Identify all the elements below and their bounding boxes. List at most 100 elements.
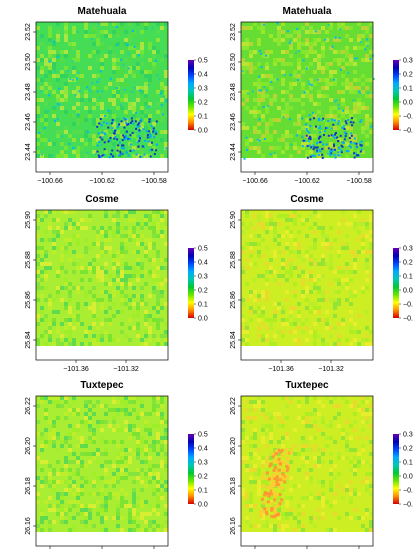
y-tick-label: 23.52 [230,23,237,41]
colorbar-tick-label: −0.2 [403,316,413,323]
y-tick-label: 26.20 [230,437,237,455]
panel-1: Matehuala −100.66 −100.62 −100.58 23.44 23.46… [25,6,208,185]
y-tick-label: 23.44 [25,143,32,161]
y-tick-label: 26.16 [230,517,237,535]
colorbar-tick-label: 0.1 [403,460,413,467]
y-tick-label: 25.88 [230,251,237,269]
colorbar-tick-label: 0.4 [198,72,208,79]
colorbar-tick-label: 0.1 [403,86,413,93]
y-tick-label: 25.86 [230,291,237,309]
x-tick-label: −101.32 [113,366,139,373]
x-tick-label: −101.32 [318,366,344,373]
colorbar-tick-label: 0.1 [198,302,208,309]
y-tick-label: 26.22 [25,397,32,415]
y-tick-label: 26.18 [230,477,237,495]
colorbar-tick-label: 0.1 [403,274,413,281]
y-tick-label: 23.52 [25,23,32,41]
y-tick-label: 25.90 [230,211,237,229]
x-tick-label: −100.62 [294,178,320,185]
panel-title: Matehuala [283,6,332,17]
colorbar [393,60,399,130]
colorbar-tick-label: 0.2 [403,260,413,267]
colorbar-tick-label: −0.1 [403,488,413,495]
y-tick-label: 25.90 [25,211,32,229]
y-tick-label: 26.16 [25,517,32,535]
colorbar-tick-label: 0.1 [198,114,208,121]
raster-texture [241,210,373,346]
colorbar-tick-label: 0.0 [198,128,208,135]
panel-2: Matehuala −100.66 −100.62 −100.58 23.44 23.46… [230,6,413,185]
y-tick-label: 23.46 [25,113,32,131]
colorbar-tick-label: 0.3 [403,58,413,65]
colorbar-tick-label: 0.5 [198,432,208,439]
y-tick-label: 25.84 [230,331,237,349]
urban-speckle [38,23,168,159]
x-tick-label: −100.66 [37,178,63,185]
colorbar-tick-label: 0.2 [198,474,208,481]
y-tick-label: 23.48 [230,83,237,101]
y-tick-label: 26.18 [25,477,32,495]
colorbar-tick-label: 0.2 [403,446,413,453]
panel-title: Tuxtepec [80,380,124,391]
colorbar-tick-label: 0.3 [198,460,208,467]
panel-title: Tuxtepec [285,380,329,391]
colorbar-tick-label: 0.3 [198,86,208,93]
colorbar-tick-label: −0.2 [403,128,413,135]
colorbar-tick-label: −0.1 [403,114,413,121]
colorbar-tick-label: −0.1 [403,302,413,309]
x-tick-label: −101.36 [268,366,294,373]
y-tick-label: 23.50 [230,53,237,71]
urban-speckle [241,22,375,160]
colorbar [188,248,194,318]
x-tick-label: −100.66 [242,178,268,185]
colorbar-tick-label: 0.0 [403,100,413,107]
colorbar-tick-label: 0.5 [198,246,208,253]
colorbar-tick-label: −0.2 [403,502,413,509]
colorbar-tick-label: 0.0 [403,288,413,295]
panel-title: Cosme [85,194,119,205]
x-tick-label: −100.58 [346,178,372,185]
colorbar-tick-label: 0.0 [403,474,413,481]
raster-texture [36,396,168,532]
colorbar-tick-label: 0.2 [198,288,208,295]
y-tick-label: 25.84 [25,331,32,349]
colorbar-tick-label: 0.3 [403,246,413,253]
y-tick-label: 23.48 [25,83,32,101]
colorbar-tick-label: 0.0 [198,316,208,323]
panel-3: Cosme −101.36 −101.32 25.84 25.86 25.88 25.90 0… [25,194,208,373]
y-tick-label: 23.44 [230,143,237,161]
colorbar [393,248,399,318]
panels: Matehuala −100.66 −100.62 −100.58 23.44 23.46… [25,6,413,549]
raster-texture [36,210,168,346]
y-tick-label: 23.50 [25,53,32,71]
colorbar-tick-label: 0.5 [198,58,208,65]
plot-frame [240,209,374,361]
y-tick-label: 25.86 [25,291,32,309]
y-tick-label: 23.46 [230,113,237,131]
colorbar [393,434,399,504]
raster-texture [241,396,373,532]
colorbar-tick-label: 0.4 [198,446,208,453]
panel-6: Tuxtepec−101.22−101.18−101.1426.1626.182… [230,380,413,549]
x-tick-label: −100.58 [141,178,167,185]
y-tick-label: 25.88 [25,251,32,269]
ridge-highlight [259,447,293,519]
colorbar-tick-label: 0.0 [198,502,208,509]
panel-title: Matehuala [78,6,127,17]
panel-4: Cosme −101.36 −101.32 25.84 25.86 25.88 25.90 −… [230,194,413,373]
panel-title: Cosme [290,194,324,205]
colorbar-tick-label: 0.1 [198,488,208,495]
plot-frame [35,209,169,361]
colorbar-tick-label: 0.4 [198,260,208,267]
y-tick-label: 26.20 [25,437,32,455]
x-tick-label: −101.36 [63,366,89,373]
colorbar-tick-label: 0.2 [403,72,413,79]
panel-5: Tuxtepec−101.22−101.18−101.1426.1626.182… [25,380,208,549]
colorbar-tick-label: 0.3 [403,432,413,439]
colorbar [188,434,194,504]
colorbar-tick-label: 0.2 [198,100,208,107]
x-tick-label: −100.62 [89,178,115,185]
colorbar-tick-label: 0.3 [198,274,208,281]
colorbar [188,60,194,130]
